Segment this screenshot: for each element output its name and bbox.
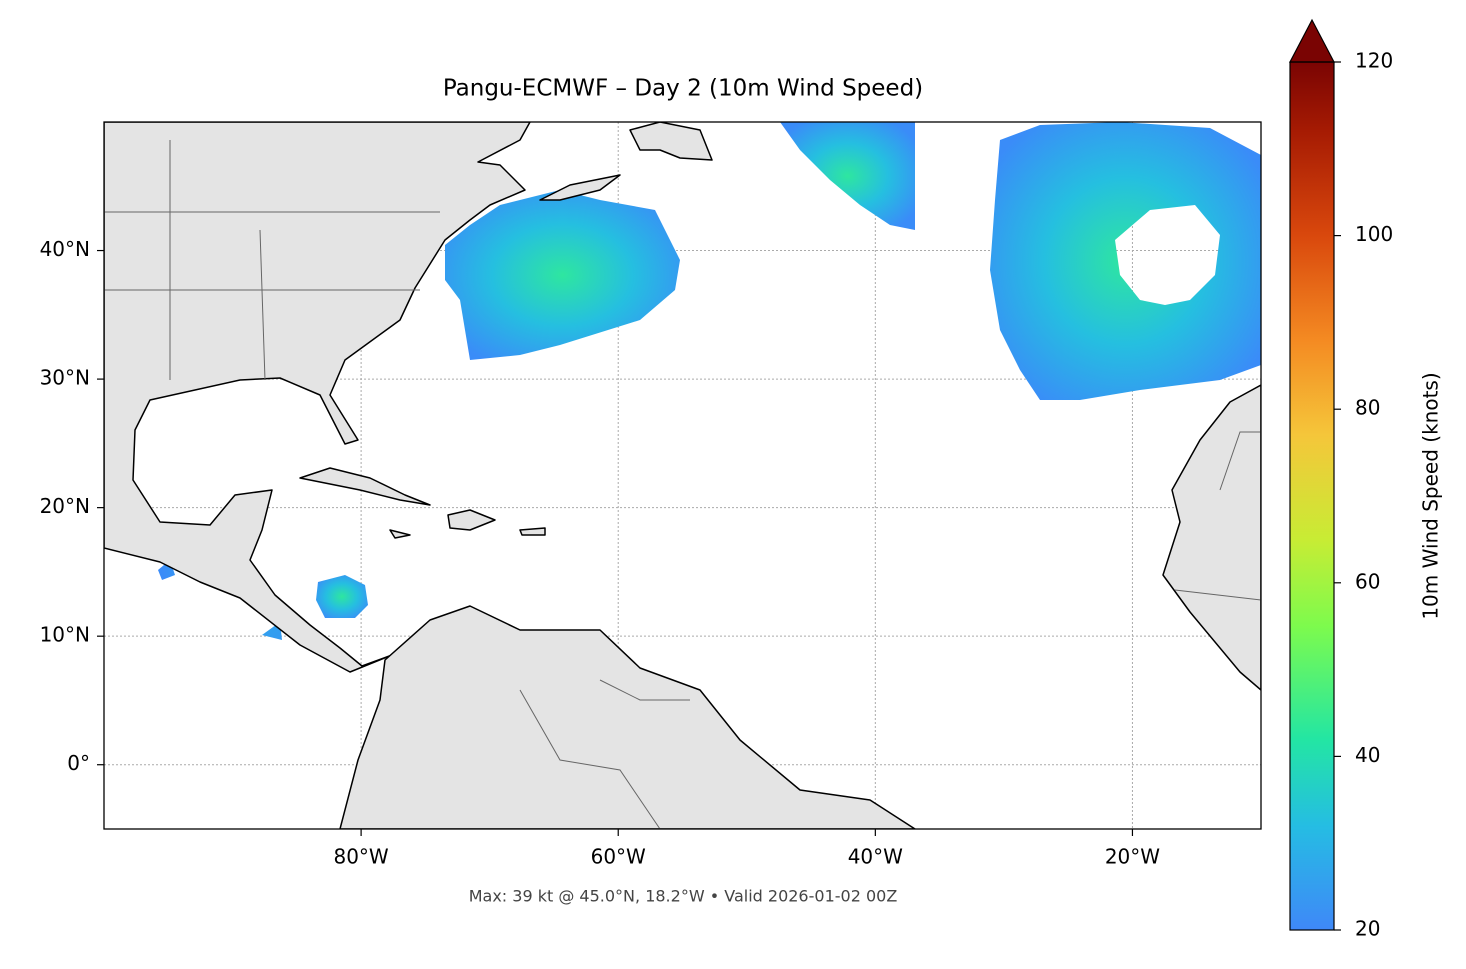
colorbar-tick-label: 40	[1355, 743, 1380, 767]
cuba	[299, 467, 431, 506]
map	[104, 122, 1261, 829]
wind-area	[316, 575, 368, 618]
islands	[389, 509, 546, 539]
south-america	[339, 605, 916, 829]
colorbar-fill	[1290, 62, 1334, 930]
border-line	[104, 140, 1261, 829]
x-tick-label: 20°W	[1105, 845, 1160, 869]
y-tick-label: 10°N	[40, 623, 90, 647]
wind-area	[990, 122, 1261, 400]
colorbar-tick-label: 80	[1355, 396, 1380, 420]
y-tick-label: 0°	[67, 751, 90, 775]
wind-field	[158, 122, 1261, 640]
colorbar-tick-label: 120	[1355, 49, 1393, 73]
colorbar-label: 10m Wind Speed (knots)	[1419, 372, 1443, 619]
chart-title: Pangu-ECMWF – Day 2 (10m Wind Speed)	[443, 76, 923, 102]
x-tick-label: 60°W	[591, 845, 646, 869]
land	[104, 122, 1261, 829]
colorbar-tick-label: 100	[1355, 222, 1393, 246]
borders	[104, 140, 1261, 829]
wind-area	[445, 190, 680, 360]
colorbar-tick-label: 20	[1355, 917, 1380, 941]
colorbar-tick-label: 60	[1355, 569, 1380, 593]
colorbar-frame	[1289, 61, 1335, 931]
x-tick-label: 80°W	[333, 845, 388, 869]
islands	[539, 122, 713, 201]
x-tick-label: 40°W	[848, 845, 903, 869]
annotation: Max: 39 kt @ 45.0°N, 18.2°W • Valid 2026…	[469, 887, 898, 906]
colorbar: 10m Wind Speed (knots) 20 40 60 80 100 120	[1289, 18, 1443, 941]
africa	[1162, 384, 1261, 691]
y-tick-label: 30°N	[40, 366, 90, 390]
y-tick-label: 20°N	[40, 494, 90, 518]
north-america	[104, 122, 531, 673]
wind-area	[780, 122, 915, 230]
axes: 80°W 60°W 40°W 20°W 0° 10°N 20°N 30°N 40°N	[40, 237, 1161, 868]
y-tick-label: 40°N	[40, 237, 90, 261]
colorbar-extend	[1289, 18, 1335, 63]
map-frame	[103, 121, 1262, 830]
